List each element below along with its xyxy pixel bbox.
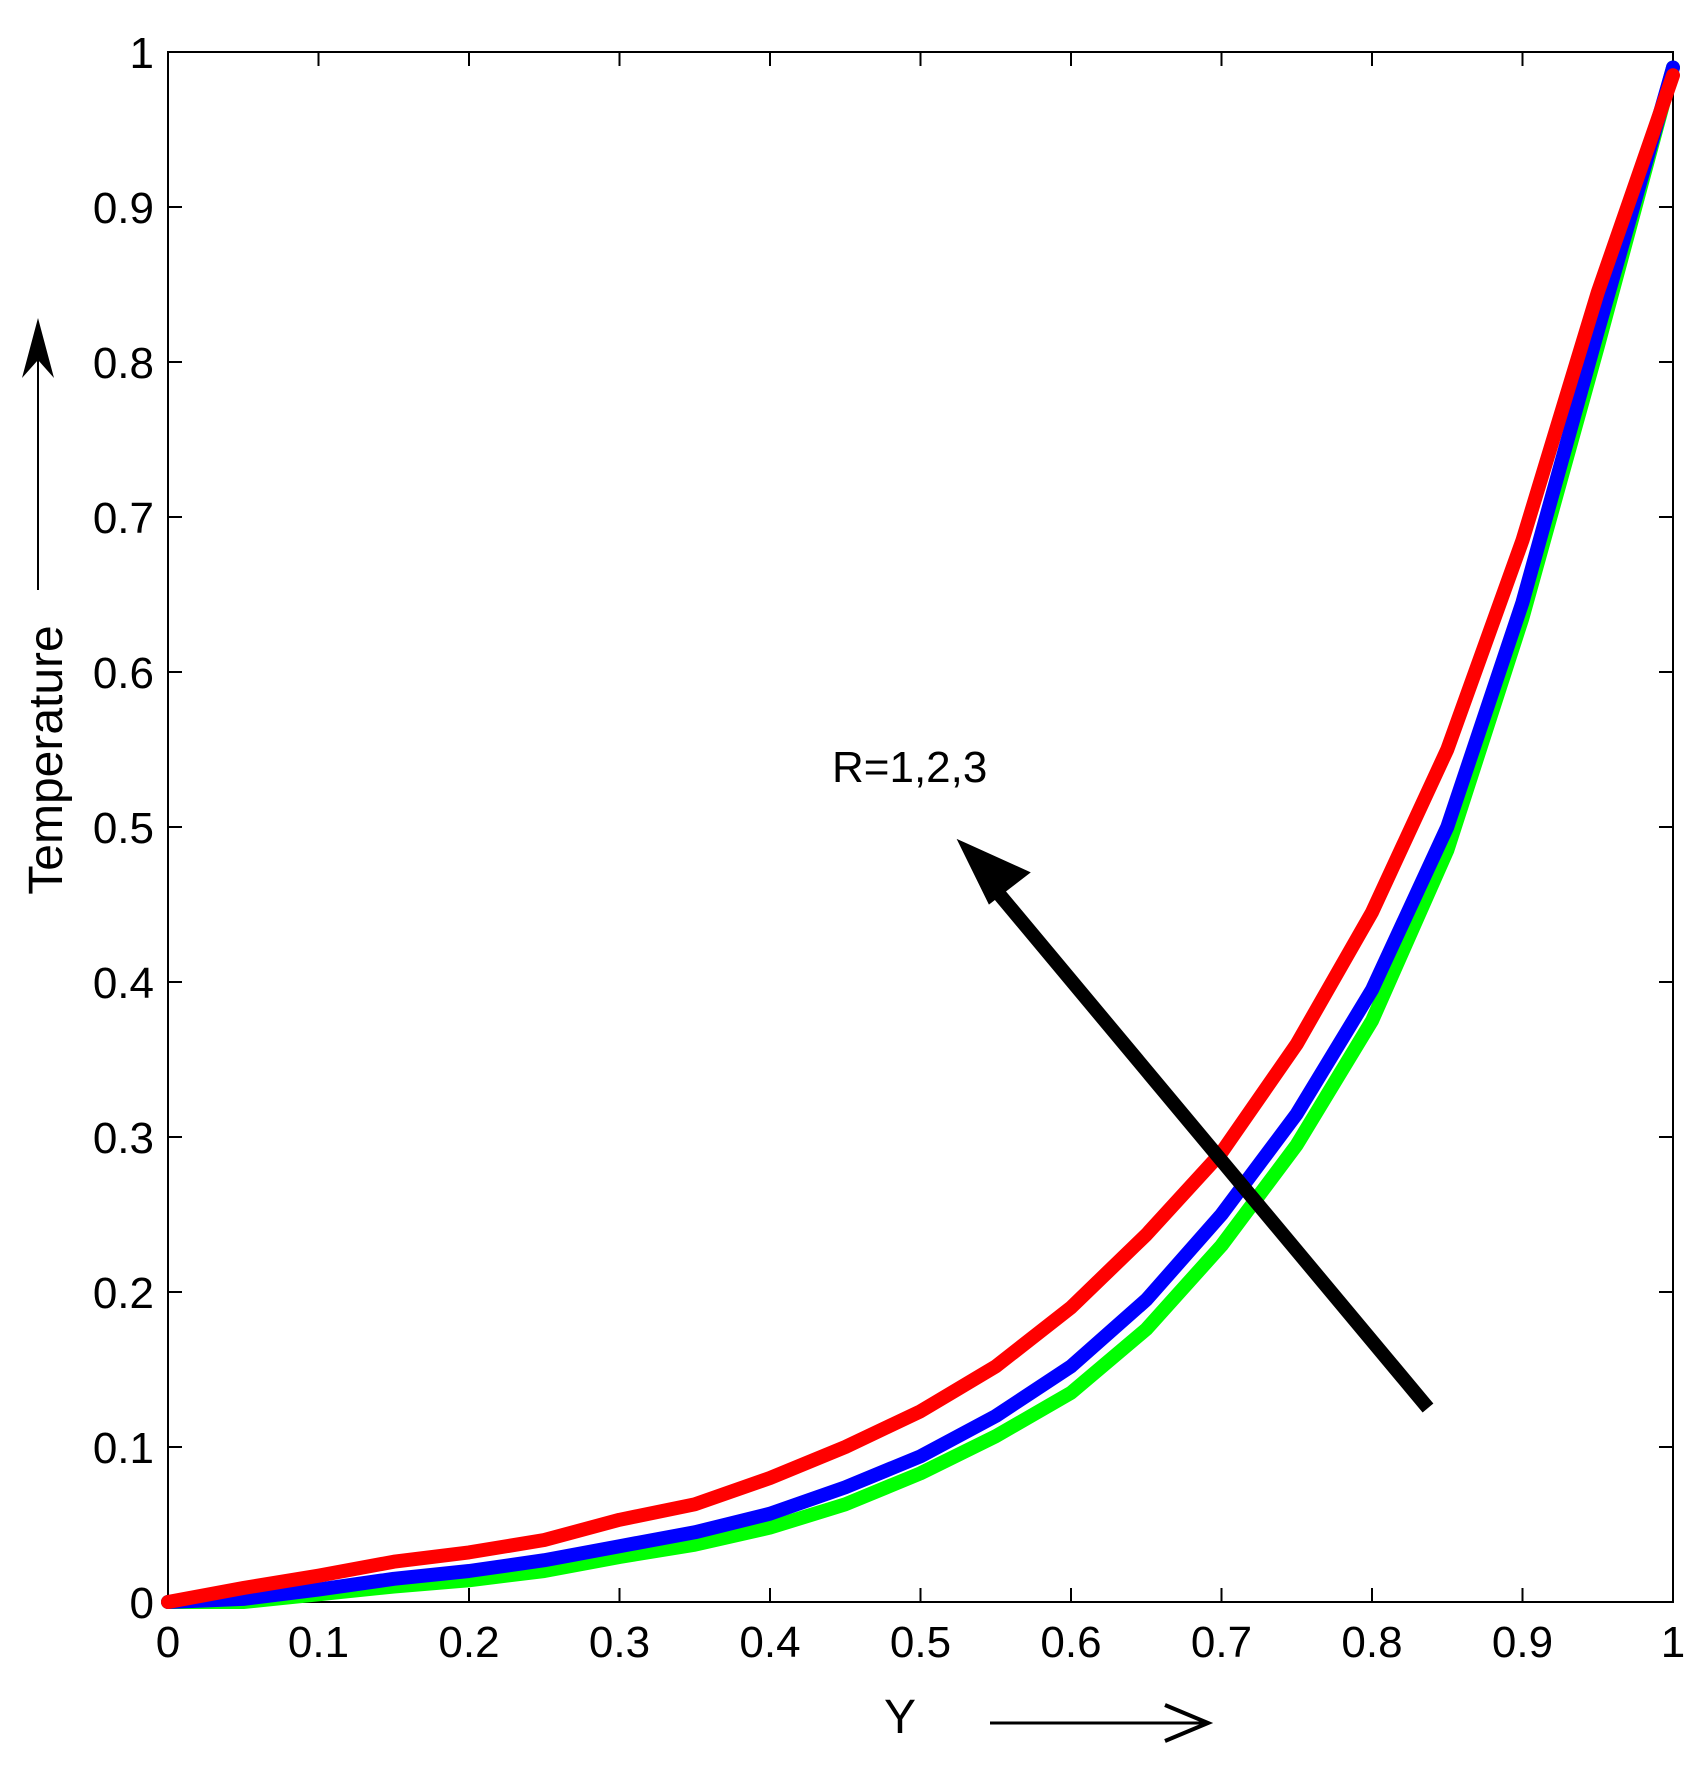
series-layer — [161, 60, 1680, 1609]
y-tick-label: 1 — [130, 29, 154, 78]
x-axis-label: Y — [884, 1691, 916, 1744]
annotation-text: R=1,2,3 — [832, 743, 987, 792]
x-tick-label: 0.8 — [1341, 1618, 1402, 1667]
axis-ticks — [167, 51, 1674, 1603]
y-axis-label: Temperature — [20, 625, 73, 894]
y-tick-label: 0.4 — [93, 959, 154, 1008]
plot-area — [167, 51, 1674, 1603]
y-axis-arrowhead — [22, 318, 54, 378]
y-tick-label: 0.1 — [93, 1424, 154, 1473]
series-line-2 — [161, 60, 1680, 1609]
x-tick-label: 0.2 — [438, 1618, 499, 1667]
y-tick-label: 0.2 — [93, 1269, 154, 1318]
y-tick-label: 0.8 — [93, 339, 154, 388]
x-tick-label: 0.5 — [890, 1618, 951, 1667]
y-tick-label: 0.3 — [93, 1114, 154, 1163]
x-tick-label: 0.6 — [1040, 1618, 1101, 1667]
series-line-3 — [161, 68, 1680, 1609]
x-tick-label: 1 — [1661, 1618, 1685, 1667]
y-tick-label: 0.5 — [93, 804, 154, 853]
x-tick-label: 0.9 — [1492, 1618, 1553, 1667]
y-tick-label: 0 — [130, 1579, 154, 1628]
trend-arrowhead — [956, 838, 1031, 905]
x-axis-arrowhead — [1164, 1703, 1214, 1743]
tick-labels: 0 0.1 0.2 0.3 0.4 0.5 0.6 0.7 0.8 0.9 1 0 0.1 0.2 0.3 0… — [93, 29, 1685, 1667]
y-tick-label: 0.9 — [93, 184, 154, 233]
y-tick-label: 0.6 — [93, 649, 154, 698]
x-tick-label: 0.7 — [1191, 1618, 1252, 1667]
y-tick-label: 0.7 — [93, 494, 154, 543]
plot-frame — [167, 51, 1674, 1603]
series-line-1 — [161, 60, 1680, 1609]
x-tick-label: 0.4 — [739, 1618, 800, 1667]
x-tick-label: 0.3 — [589, 1618, 650, 1667]
x-tick-label: 0.1 — [288, 1618, 349, 1667]
trend-arrow-shaft — [988, 883, 1434, 1413]
x-tick-label: 0 — [156, 1618, 180, 1667]
